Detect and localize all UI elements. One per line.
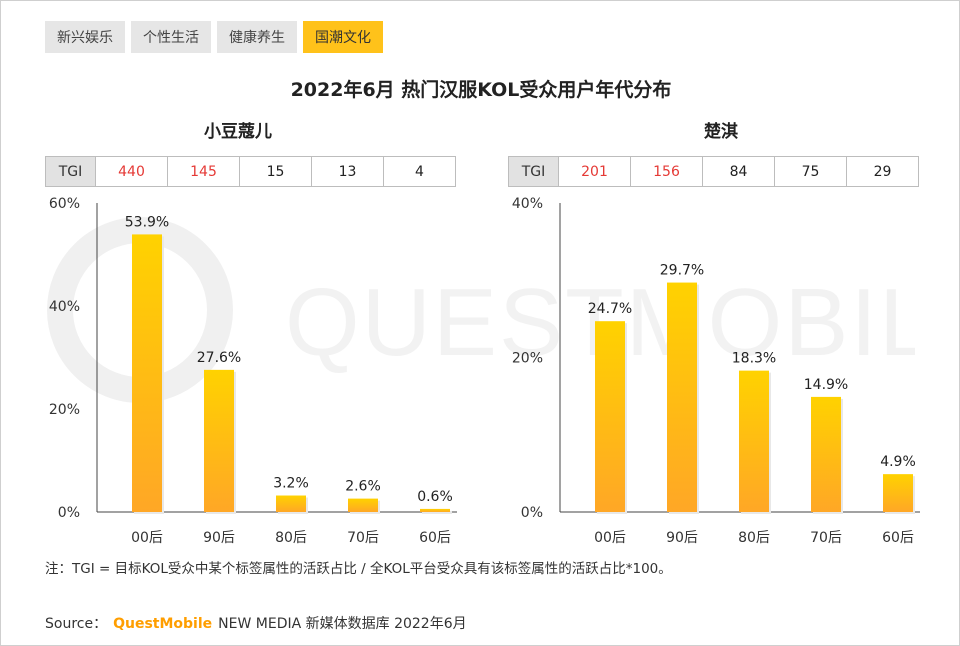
tab-health-wellness[interactable]: 健康养生: [217, 21, 297, 53]
bar: [276, 495, 306, 512]
bar-value-label: 0.6%: [417, 489, 453, 505]
x-tick-label: 60后: [419, 530, 451, 546]
y-tick-label: 40%: [512, 196, 543, 212]
tab-guochao-culture[interactable]: 国潮文化: [303, 21, 383, 53]
x-tick-label: 80后: [275, 530, 307, 546]
source-brand: QuestMobile: [113, 616, 213, 632]
x-tick-label: 70后: [347, 530, 379, 546]
tgi-cell: 145: [167, 157, 239, 186]
y-tick-label: 20%: [512, 351, 543, 367]
bar: [348, 498, 378, 512]
bar: [811, 396, 841, 512]
source-line: Source： QuestMobile NEW MEDIA 新媒体数据库 202…: [45, 613, 467, 633]
tgi-table-right: TGI 201 156 84 75 29: [508, 156, 919, 187]
bar-value-label: 24.7%: [588, 301, 632, 317]
x-tick-label: 00后: [131, 530, 163, 546]
x-tick-label: 60后: [882, 530, 914, 546]
tgi-cell: 4: [383, 157, 455, 186]
x-tick-label: 90后: [666, 530, 698, 546]
bar-value-label: 53.9%: [125, 214, 169, 230]
y-tick-label: 0%: [521, 505, 543, 521]
tgi-cell: 75: [774, 157, 846, 186]
tgi-cell: 13: [311, 157, 383, 186]
tab-personal-life[interactable]: 个性生活: [131, 21, 211, 53]
bar-value-label: 2.6%: [345, 479, 381, 495]
bar: [883, 474, 913, 512]
bar-chart-right: 0% 20% 40% 24.7% 00后 29.7% 90后 18.3% 80后 14.9% 70后…: [512, 196, 920, 546]
source-prefix: Source：: [45, 616, 108, 632]
x-tick-label: 00后: [594, 530, 626, 546]
tgi-table-left: TGI 440 145 15 13 4: [45, 156, 456, 187]
x-tick-label: 80后: [738, 530, 770, 546]
tgi-header: TGI: [509, 157, 558, 186]
category-tabs: 新兴娱乐 个性生活 健康养生 国潮文化: [45, 21, 383, 53]
source-rest: NEW MEDIA 新媒体数据库 2022年6月: [218, 616, 467, 632]
bar-value-label: 14.9%: [804, 377, 848, 393]
bar-chart-left: 0% 20% 40% 60% 53.9% 00后 27.6% 90后 3.2% 80后 2.6% 70…: [49, 196, 457, 546]
bar-value-label: 27.6%: [197, 350, 241, 366]
x-tick-label: 70后: [810, 530, 842, 546]
bar: [595, 321, 625, 512]
bar-value-label: 3.2%: [273, 476, 309, 492]
kol-name-right: 楚淇: [704, 122, 738, 142]
tgi-cell: 201: [558, 157, 630, 186]
y-tick-label: 20%: [49, 402, 80, 418]
bar-shadow: [422, 510, 452, 514]
tgi-cell: 156: [630, 157, 702, 186]
tab-emerging-entertainment[interactable]: 新兴娱乐: [45, 21, 125, 53]
bar: [132, 234, 162, 512]
y-tick-label: 60%: [49, 196, 80, 212]
tgi-cell: 29: [846, 157, 918, 186]
x-tick-label: 90后: [203, 530, 235, 546]
tgi-header: TGI: [46, 157, 95, 186]
tgi-cell: 440: [95, 157, 167, 186]
footnote: 注：TGI = 目标KOL受众中某个标签属性的活跃占比 / 全KOL平台受众具有…: [45, 561, 672, 577]
bar: [667, 282, 697, 512]
bar-value-label: 18.3%: [732, 351, 776, 367]
bar: [739, 370, 769, 512]
bar: [204, 369, 234, 512]
bar-value-label: 4.9%: [880, 454, 916, 470]
tgi-cell: 15: [239, 157, 311, 186]
bar-value-label: 29.7%: [660, 263, 704, 279]
y-tick-label: 40%: [49, 299, 80, 315]
chart-title: 2022年6月 热门汉服KOL受众用户年代分布: [290, 79, 672, 101]
bar: [420, 508, 450, 512]
y-tick-label: 0%: [58, 505, 80, 521]
kol-name-left: 小豆蔻儿: [204, 122, 272, 142]
tgi-cell: 84: [702, 157, 774, 186]
